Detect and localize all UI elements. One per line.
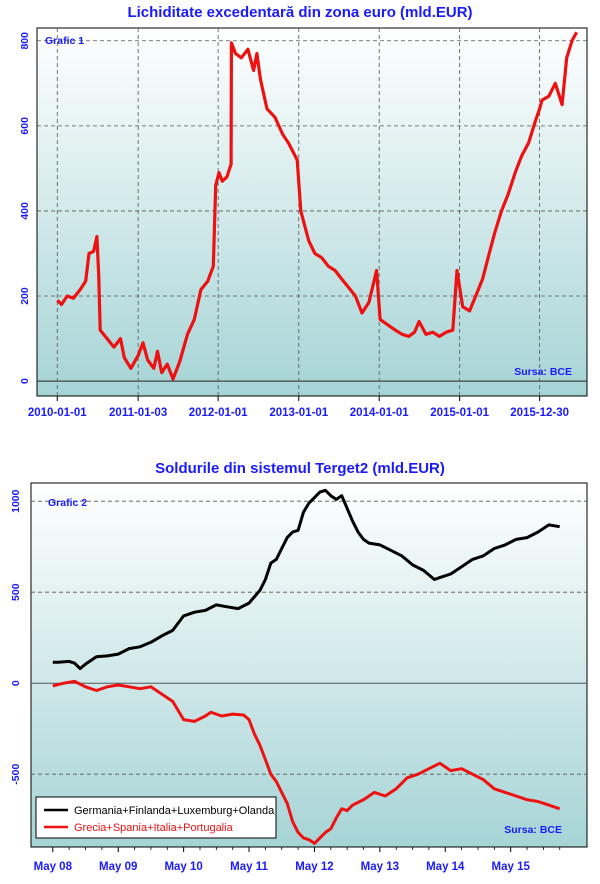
chart-2-series-line-black xyxy=(52,488,560,671)
chart-2-x-tick-label: May 15 xyxy=(492,861,531,873)
chart-1-x-tick-label: 2014-01-01 xyxy=(350,407,409,419)
chart-1-source: Sursa: BCE xyxy=(514,366,572,378)
chart-1-y-tick-label: 0 xyxy=(19,378,31,384)
chart-2-source: Sursa: BCE xyxy=(504,824,562,836)
chart-2-y-tick-label: -500 xyxy=(10,764,22,785)
chart-2-plot-area xyxy=(30,482,588,848)
chart-1-grid xyxy=(37,28,587,396)
chart-2-ticks: -500 0 500 1000 May 08 May 09 May 10 May 11 May … xyxy=(10,489,561,873)
legend-label-1: Germania+Finlanda+Luxemburg+Olanda xyxy=(74,805,275,817)
chart-2-x-tick-label: May 13 xyxy=(361,861,399,873)
chart-2-x-tick-label: May 10 xyxy=(164,861,202,873)
chart-1-x-tick-label: 2012-01-01 xyxy=(189,407,248,419)
chart-1-series-line xyxy=(56,31,579,381)
chart-1-y-tick-label: 600 xyxy=(19,117,31,135)
legend-label-2: Grecia+Spania+Italia+Portugalia xyxy=(74,822,234,834)
chart-1-ticks: 0 200 400 600 800 2010-01-01 2011-01-03 2012-01… xyxy=(19,32,569,419)
chart-2-grid xyxy=(31,500,587,775)
chart-2-x-tick-label: May 14 xyxy=(426,861,465,873)
chart-1-y-tick-label: 400 xyxy=(19,202,31,220)
chart-1-y-tick-label: 200 xyxy=(19,287,31,305)
chart-1-series xyxy=(56,31,579,381)
chart-2-y-tick-label: 0 xyxy=(10,680,22,686)
chart-1: Lichiditate excedentară din zona euro (m… xyxy=(19,4,588,419)
chart-2-x-tick-label: May 09 xyxy=(99,861,137,873)
chart-1-y-tick-label: 800 xyxy=(19,32,31,50)
chart-2-x-tick-label: May 11 xyxy=(230,861,268,873)
legend-box xyxy=(35,796,277,839)
chart-2-series xyxy=(52,488,561,845)
chart-2: Soldurile din sistemul Terget2 (mld.EUR)… xyxy=(10,460,588,873)
chart-2-panel-label: Grafic 2 xyxy=(48,497,87,509)
chart-2-series-line-red xyxy=(52,679,561,845)
chart-1-x-tick-label: 2015-01-01 xyxy=(430,407,489,419)
chart-1-x-tick-label: 2013-01-01 xyxy=(269,407,328,419)
chart-2-x-tick-label: May 08 xyxy=(34,861,73,873)
chart-2-y-tick-label: 500 xyxy=(10,583,22,601)
chart-1-x-tick-label: 2015-12-30 xyxy=(510,407,569,419)
chart-2-y-tick-label: 1000 xyxy=(10,489,22,513)
chart-1-panel-label: Grafic 1 xyxy=(45,35,84,47)
chart-1-title: Lichiditate excedentară din zona euro (m… xyxy=(127,4,472,21)
chart-2-legend: Germania+Finlanda+Luxemburg+Olanda Greci… xyxy=(35,796,277,839)
chart-1-x-tick-label: 2011-01-03 xyxy=(109,407,167,419)
chart-1-plot-area xyxy=(36,27,588,397)
chart-2-title: Soldurile din sistemul Terget2 (mld.EUR) xyxy=(155,460,445,477)
chart-2-x-tick-label: May 12 xyxy=(295,861,333,873)
chart-1-x-tick-label: 2010-01-01 xyxy=(28,407,87,419)
